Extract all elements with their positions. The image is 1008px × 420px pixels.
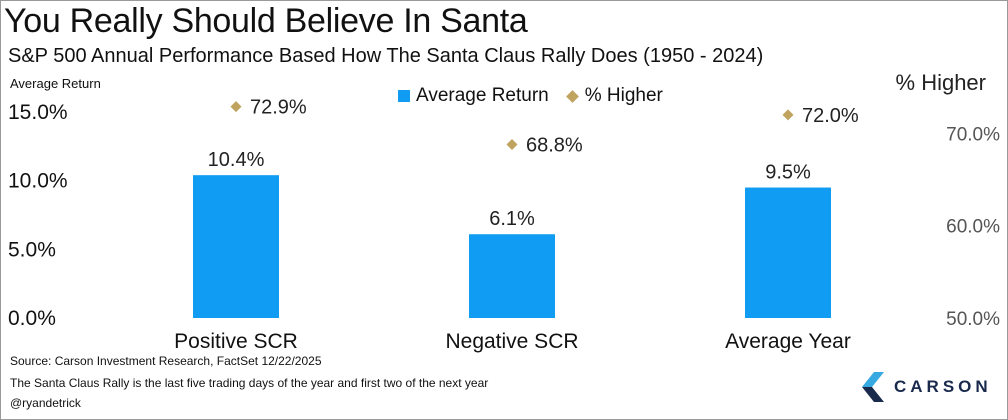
y-left-tick-label: 10.0% [8, 170, 68, 193]
x-category-label: Positive SCR [174, 330, 298, 353]
legend-label-pct-higher: % Higher [584, 85, 663, 106]
point-value-label: 72.0% [802, 105, 859, 127]
y-left-tick-label: 15.0% [8, 101, 68, 124]
bar-value-label: 6.1% [489, 208, 535, 230]
point-pct-higher [230, 101, 242, 113]
bar-value-label: 10.4% [208, 149, 265, 171]
footer-note: The Santa Claus Rally is the last five t… [10, 376, 489, 390]
y-axis-right-title: % Higher [895, 70, 986, 95]
footer-handle: @ryandetrick [10, 396, 81, 410]
point-value-label: 68.8% [526, 134, 583, 156]
y-right-tick-label: 60.0% [946, 217, 1000, 238]
point-pct-higher [782, 109, 794, 121]
carson-logo-mark [862, 372, 884, 402]
bar-value-label: 9.5% [765, 162, 811, 184]
y-right-tick-label: 50.0% [946, 309, 1000, 330]
legend-item-average-return: Average Return [398, 85, 549, 107]
bar-average-return [193, 175, 279, 318]
legend-item-pct-higher: % Higher [565, 85, 663, 107]
legend-bar-swatch [398, 90, 410, 102]
point-value-label: 72.9% [250, 97, 307, 119]
x-category-label: Average Year [725, 330, 851, 353]
carson-logo-text: CARSON [894, 377, 992, 396]
bar-average-return [745, 187, 831, 318]
bar-average-return [469, 234, 555, 318]
carson-logo: CARSON [862, 372, 992, 402]
chart-subtitle: S&P 500 Annual Performance Based How The… [8, 45, 764, 67]
y-left-tick-label: 5.0% [8, 238, 56, 261]
y-axis-left-title: Average Return [10, 76, 101, 91]
legend-label-average-return: Average Return [416, 85, 549, 106]
footer-source: Source: Carson Investment Research, Fact… [10, 354, 322, 368]
x-category-label: Negative SCR [445, 330, 578, 353]
y-left-tick-label: 0.0% [8, 307, 56, 330]
y-right-tick-label: 70.0% [946, 124, 1000, 145]
point-pct-higher [506, 138, 518, 150]
legend: Average Return % Higher [398, 85, 679, 107]
chart-title: You Really Should Believe In Santa [4, 2, 528, 40]
